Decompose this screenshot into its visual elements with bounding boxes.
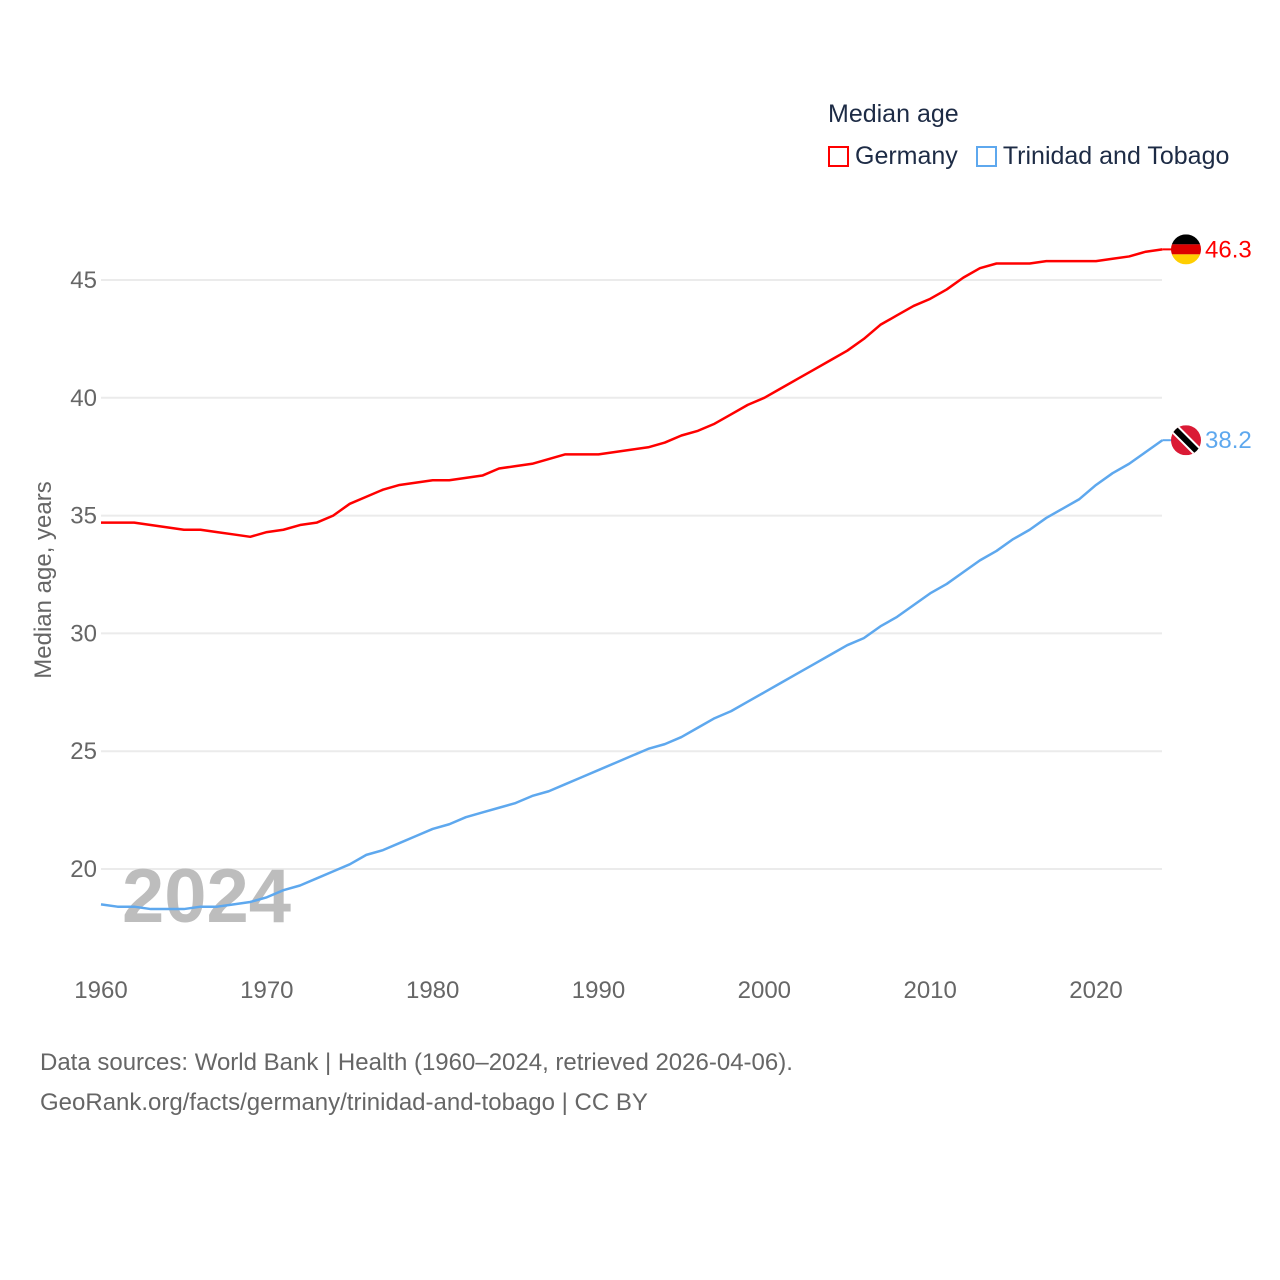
y-tick-label: 30 [70, 620, 97, 647]
y-tick-label: 35 [70, 503, 97, 530]
legend-item-trinidad[interactable]: Trinidad and Tobago [975, 142, 1230, 171]
y-tick-label: 20 [70, 856, 97, 883]
x-tick-label: 2000 [738, 977, 791, 1004]
y-tick-label: 25 [70, 738, 97, 765]
footer: Data sources: World Bank | Health (1960–… [40, 1043, 793, 1123]
legend: Germany Trinidad and Tobago [828, 142, 1229, 171]
flag [1171, 234, 1201, 265]
x-tick-label: 2020 [1069, 977, 1122, 1004]
flag-stripe [1171, 234, 1201, 245]
legend-title: Median age [828, 100, 959, 128]
x-tick-label: 2010 [903, 977, 956, 1004]
legend-swatch-trinidad [975, 146, 997, 167]
flag-stripe [1171, 244, 1201, 255]
x-tick-label: 1970 [240, 977, 293, 1004]
y-tick-label: 45 [70, 267, 97, 294]
x-tick-label: 1960 [74, 977, 127, 1004]
end-value-label: 38.2 [1205, 427, 1252, 454]
x-tick-label: 1990 [572, 977, 625, 1004]
end-value-label: 46.3 [1205, 236, 1252, 263]
y-axis-label: Median age, years [30, 481, 57, 678]
flag-stripe [1171, 425, 1201, 456]
year-watermark: 2024 [122, 854, 291, 939]
flag-stripe [1171, 254, 1201, 265]
legend-swatch-germany [828, 146, 849, 167]
germany-flag-icon [1171, 234, 1201, 265]
legend-item-germany[interactable]: Germany [828, 142, 958, 171]
legend-label-trinidad: Trinidad and Tobago [1002, 142, 1230, 170]
trinidad-flag-icon [1171, 425, 1201, 456]
data-source-text: Data sources: World Bank | Health (1960–… [40, 1049, 793, 1076]
y-tick-label: 40 [70, 385, 97, 412]
source-link[interactable]: GeoRank.org/facts/germany/trinidad-and-t… [40, 1089, 648, 1116]
x-tick-label: 1980 [406, 977, 459, 1004]
flag [1171, 425, 1201, 456]
series-line-trinidad [100, 439, 1164, 911]
series-line-germany [101, 248, 1163, 539]
legend-label-germany: Germany [855, 142, 958, 170]
